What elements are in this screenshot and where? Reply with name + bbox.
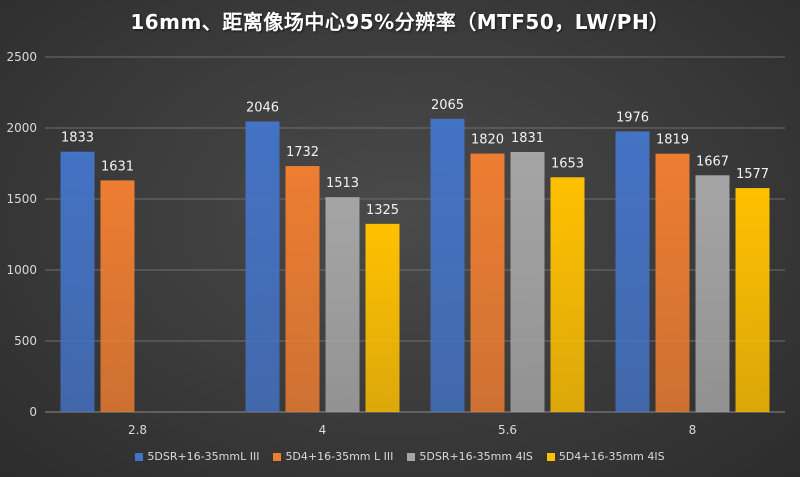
legend-swatch <box>407 452 416 461</box>
bar <box>245 121 280 412</box>
legend-item: 5DSR+16-35mm 4IS <box>407 450 533 463</box>
data-label: 1631 <box>101 159 134 174</box>
bar <box>430 118 465 413</box>
y-tick-label: 0 <box>29 405 37 419</box>
x-tick-label: 8 <box>689 423 697 437</box>
x-tick-label: 2.8 <box>128 423 147 437</box>
data-label: 1732 <box>286 145 319 160</box>
legend-swatch <box>546 452 555 461</box>
y-tick-label: 1500 <box>6 192 37 206</box>
legend-label: 5DSR+16-35mm 4IS <box>419 450 533 463</box>
bar <box>550 177 585 412</box>
bar <box>470 153 505 412</box>
legend-item: 5D4+16-35mm L III <box>273 450 393 463</box>
bar <box>325 197 360 412</box>
legend-item: 5DSR+16-35mmL III <box>135 450 259 463</box>
data-label: 1577 <box>736 167 769 182</box>
data-label: 1513 <box>326 176 359 191</box>
data-label: 1325 <box>366 203 399 218</box>
y-tick-label: 2500 <box>6 50 37 64</box>
data-label: 1831 <box>511 131 544 146</box>
bar <box>510 151 545 413</box>
bar <box>365 223 400 412</box>
chart-title: 16mm、距离像场中心95%分辨率（MTF50，LW/PH） <box>130 10 670 34</box>
y-tick-label: 2000 <box>6 121 37 135</box>
y-tick-label: 1000 <box>6 263 37 277</box>
bar <box>60 151 95 413</box>
data-label: 2046 <box>246 100 279 115</box>
bar <box>100 180 135 412</box>
data-label: 1976 <box>616 110 649 125</box>
data-label: 1833 <box>61 131 94 146</box>
data-label: 1653 <box>551 156 584 171</box>
legend-label: 5D4+16-35mm 4IS <box>558 450 665 463</box>
x-tick-label: 5.6 <box>498 423 517 437</box>
bar <box>695 175 730 412</box>
data-label: 1819 <box>656 133 689 148</box>
data-label: 1667 <box>696 154 729 169</box>
bar <box>615 131 650 412</box>
legend-swatch <box>135 452 144 461</box>
bar <box>655 153 690 412</box>
x-tick-label: 4 <box>319 423 327 437</box>
chart-legend: 5DSR+16-35mmL III 5D4+16-35mm L III 5DSR+1… <box>0 450 800 463</box>
bar <box>285 166 320 412</box>
legend-swatch <box>273 452 282 461</box>
y-tick-label: 500 <box>14 334 37 348</box>
legend-label: 5D4+16-35mm L III <box>285 450 394 463</box>
legend-label: 5DSR+16-35mmL III <box>147 450 260 463</box>
legend-item: 5D4+16-35mm 4IS <box>546 450 665 463</box>
data-label: 2065 <box>431 98 464 113</box>
data-label: 1820 <box>471 133 504 148</box>
bar <box>735 188 770 412</box>
